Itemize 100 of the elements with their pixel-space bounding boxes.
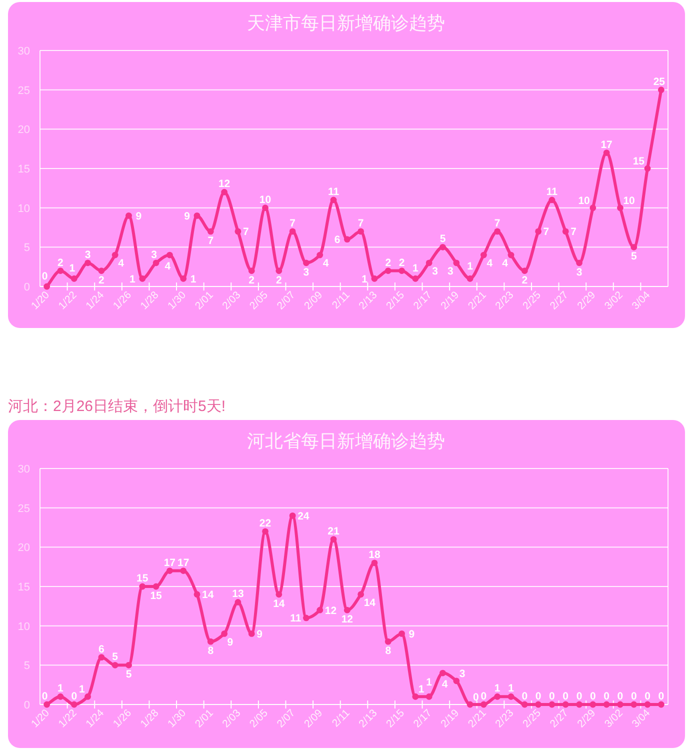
point <box>426 693 432 700</box>
point <box>166 568 173 574</box>
x-tick-label: 3/04 <box>630 289 653 312</box>
chart-title: 天津市每日新增确诊趋势 <box>247 13 445 33</box>
point <box>248 630 255 637</box>
data-label: 2 <box>385 256 392 269</box>
point <box>221 630 228 637</box>
point <box>221 188 228 196</box>
point <box>412 275 419 282</box>
data-label: 13 <box>232 588 244 600</box>
data-label: 0 <box>71 690 78 702</box>
data-label: 5 <box>440 233 446 246</box>
text: 河北：2月26日结束，倒计时5天! <box>8 398 226 415</box>
point <box>535 228 542 235</box>
data-label: 0 <box>644 690 651 702</box>
point <box>316 252 324 258</box>
data-label: 12 <box>218 178 230 190</box>
data-label: 14 <box>364 596 376 609</box>
point <box>207 228 214 235</box>
point <box>494 228 501 235</box>
point <box>576 701 582 708</box>
data-label: 1 <box>412 262 419 275</box>
point <box>44 283 50 290</box>
point <box>398 268 405 274</box>
point <box>330 536 337 542</box>
y-tick-label: 5 <box>24 242 30 254</box>
data-label: 15 <box>136 572 148 584</box>
data-label: 10 <box>623 194 636 207</box>
point <box>84 693 91 700</box>
y-tick-label: 15 <box>18 164 30 176</box>
data-label: 15 <box>632 156 645 168</box>
data-label: 8 <box>208 645 214 658</box>
data-label: 3 <box>84 248 91 261</box>
y-tick-label: 10 <box>18 620 30 633</box>
point <box>112 252 118 258</box>
data-label: 9 <box>408 628 415 640</box>
point <box>644 165 651 172</box>
data-label: 4 <box>322 258 329 270</box>
data-label: 1 <box>130 273 136 286</box>
y-tick-label: 30 <box>18 464 30 476</box>
data-label: 12 <box>341 614 354 626</box>
point <box>590 204 596 212</box>
point <box>98 654 105 660</box>
data-label: 21 <box>328 525 340 538</box>
point <box>358 591 364 598</box>
data-label: 2 <box>248 274 255 286</box>
point <box>453 678 460 684</box>
data-label: 4 <box>486 258 493 270</box>
point <box>289 512 296 519</box>
data-label: 2 <box>522 274 528 286</box>
point <box>194 212 200 219</box>
x-tick-label: 2/01 <box>192 707 216 730</box>
data-label: 1 <box>58 682 64 695</box>
data-label: 12 <box>324 604 337 617</box>
x-tick-label: 2/11 <box>330 289 352 312</box>
point <box>303 614 310 622</box>
data-label: 6 <box>334 234 340 246</box>
point <box>289 228 296 235</box>
data-label: 7 <box>358 217 364 230</box>
data-label: 0 <box>480 690 487 702</box>
data-label: 1 <box>69 262 76 275</box>
point <box>371 275 378 282</box>
point <box>521 268 528 274</box>
point <box>180 568 187 574</box>
point <box>344 606 350 614</box>
point <box>480 701 487 708</box>
point <box>603 150 610 156</box>
x-tick-label: 2/01 <box>192 289 216 312</box>
data-label: 15 <box>150 590 162 602</box>
point <box>466 701 474 708</box>
y-tick-label: 25 <box>18 84 30 97</box>
data-label: 4 <box>442 678 448 691</box>
data-label: 5 <box>112 651 118 664</box>
data-label: 1 <box>467 260 474 273</box>
data-label: 7 <box>290 217 296 230</box>
point <box>166 252 173 258</box>
data-label: 0 <box>630 690 637 702</box>
data-label: 0 <box>658 690 664 702</box>
point <box>84 260 91 266</box>
data-label: 4 <box>502 258 508 270</box>
data-label: 7 <box>208 234 214 247</box>
point <box>70 701 78 708</box>
data-label: 1 <box>426 676 432 689</box>
data-label: 17 <box>600 138 613 151</box>
point <box>234 599 242 606</box>
point <box>276 268 282 274</box>
point <box>139 583 146 590</box>
point <box>440 670 446 676</box>
data-label: 1 <box>508 682 514 695</box>
data-label: 7 <box>543 226 550 238</box>
data-label: 0 <box>522 690 528 702</box>
data-label: 3 <box>459 668 466 680</box>
y-tick-label: 15 <box>18 582 30 594</box>
data-label: 18 <box>368 548 380 561</box>
data-label: 7 <box>242 226 249 238</box>
data-label: 9 <box>136 210 142 222</box>
data-label: 7 <box>570 226 577 238</box>
data-label: 5 <box>630 250 637 263</box>
data-label: 2 <box>98 274 105 286</box>
point <box>658 86 664 94</box>
